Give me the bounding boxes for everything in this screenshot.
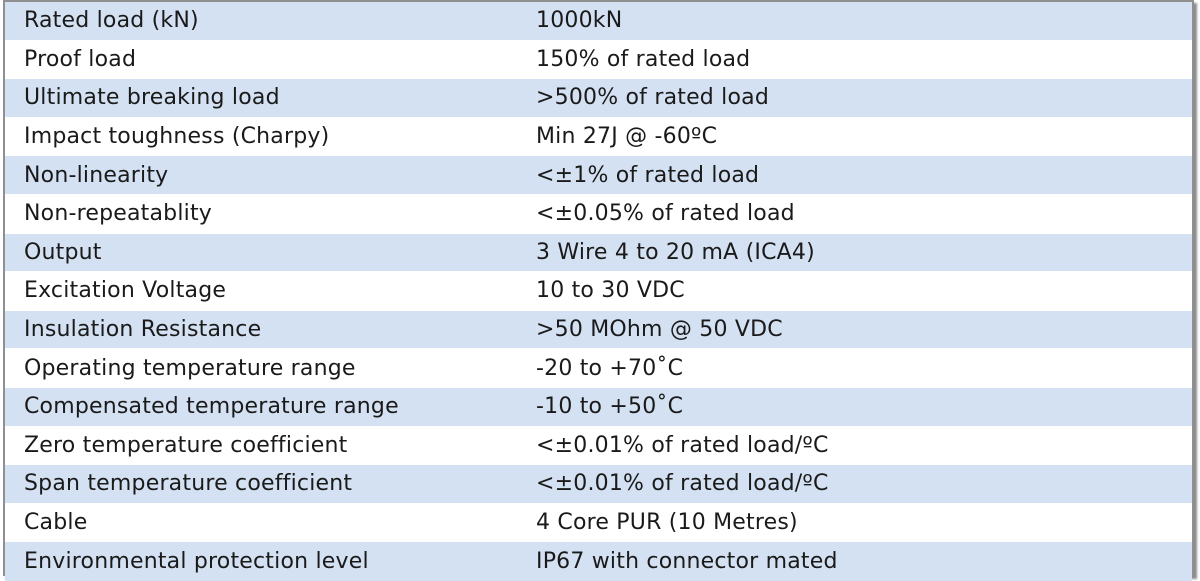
spec-label: Span temperature coefficient — [24, 471, 353, 497]
table-row: Span temperature coefficient <±0.01% of … — [5, 465, 1192, 504]
spec-value: 4 Core PUR (10 Metres) — [536, 510, 798, 536]
spec-label: Impact toughness (Charpy) — [24, 124, 330, 150]
table-row: Proof load 150% of rated load — [5, 40, 1192, 80]
table-row: Compensated temperature range -10 to +50… — [5, 387, 1192, 427]
spec-label: Non-linearity — [24, 162, 169, 188]
spec-value: >50 MOhm @ 50 VDC — [536, 317, 783, 343]
table-row: Operating temperature range -20 to +70˚C — [5, 349, 1192, 388]
spec-label: Environmental protection level — [24, 549, 369, 575]
spec-label: Non-repeatablity — [24, 201, 213, 227]
table-row: Rated load (kN) 1000kN — [5, 2, 1192, 41]
table-row: Output 3 Wire 4 to 20 mA (ICA4) — [5, 233, 1192, 273]
spec-value: -20 to +70˚C — [536, 355, 684, 381]
spec-label: Ultimate breaking load — [24, 85, 280, 111]
table-row: Excitation Voltage 10 to 30 VDC — [5, 272, 1192, 311]
spec-label: Insulation Resistance — [24, 317, 262, 343]
spec-label: Operating temperature range — [24, 355, 356, 381]
specification-table: Rated load (kN) 1000kN Proof load 150% o… — [3, 0, 1194, 581]
spec-value: <±1% of rated load — [536, 162, 760, 188]
spec-value: Min 27J @ -60ºC — [536, 124, 718, 150]
table-row: Environmental protection level IP67 with… — [5, 542, 1192, 581]
table-row: Impact toughness (Charpy) Min 27J @ -60º… — [5, 117, 1192, 157]
spec-value: 3 Wire 4 to 20 mA (ICA4) — [536, 239, 815, 265]
spec-value: 10 to 30 VDC — [536, 278, 685, 304]
spec-label: Excitation Voltage — [24, 278, 227, 304]
table-row: Cable 4 Core PUR (10 Metres) — [5, 503, 1192, 543]
table-row: Ultimate breaking load >500% of rated lo… — [5, 79, 1192, 118]
spec-value: <±0.01% of rated load/ºC — [536, 471, 829, 497]
spec-value: 150% of rated load — [536, 46, 751, 72]
spec-label: Zero temperature coefficient — [24, 432, 348, 458]
spec-label: Rated load (kN) — [24, 8, 199, 34]
spec-label: Proof load — [24, 46, 137, 72]
spec-value: <±0.01% of rated load/ºC — [536, 432, 829, 458]
table-row: Zero temperature coefficient <±0.01% of … — [5, 426, 1192, 466]
table-row: Non-repeatablity <±0.05% of rated load — [5, 194, 1192, 234]
spec-value: 1000kN — [536, 8, 623, 34]
spec-value: >500% of rated load — [536, 85, 769, 111]
spec-value: IP67 with connector mated — [536, 549, 838, 575]
table-row: Non-linearity <±1% of rated load — [5, 156, 1192, 195]
spec-value: -10 to +50˚C — [536, 394, 684, 420]
table-row: Insulation Resistance >50 MOhm @ 50 VDC — [5, 310, 1192, 350]
spec-label: Cable — [24, 510, 88, 536]
spec-value: <±0.05% of rated load — [536, 201, 795, 227]
spec-label: Compensated temperature range — [24, 394, 399, 420]
spec-label: Output — [24, 239, 102, 265]
